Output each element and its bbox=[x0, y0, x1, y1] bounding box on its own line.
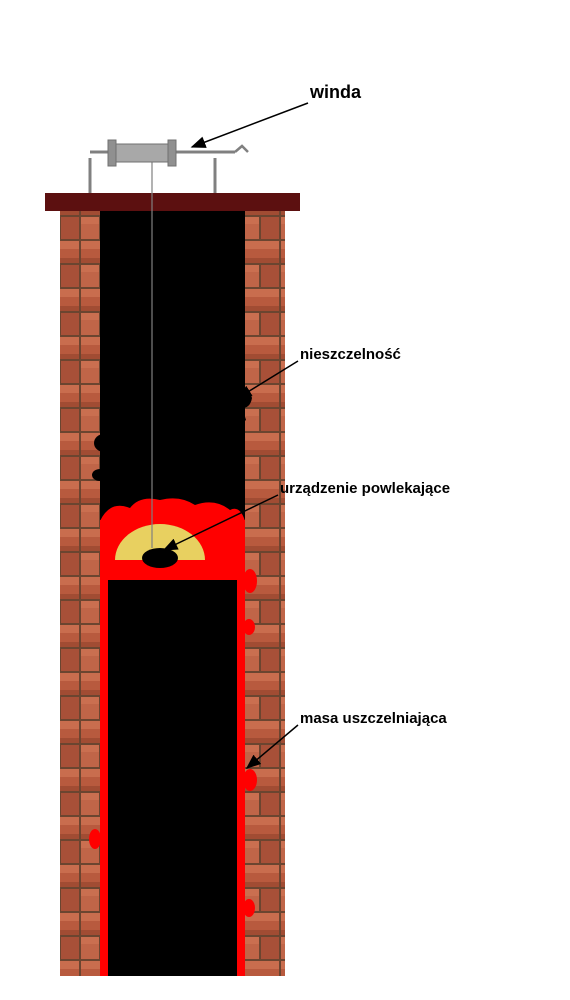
seal-protrusion-3 bbox=[243, 769, 257, 791]
arrow-winch bbox=[192, 103, 308, 147]
brick-right bbox=[245, 211, 285, 976]
seal-protrusion-2 bbox=[243, 619, 255, 635]
label-sealing: masa uszczelniająca bbox=[300, 710, 447, 727]
flue-upper bbox=[100, 211, 245, 521]
flue-sealed-inner bbox=[108, 578, 237, 976]
leak-3 bbox=[94, 434, 114, 452]
seal-protrusion-4 bbox=[89, 829, 101, 849]
winch-device bbox=[90, 140, 248, 193]
chimney-cap bbox=[45, 193, 300, 211]
seal-protrusion-5 bbox=[243, 899, 255, 917]
brick-left bbox=[60, 211, 100, 976]
diagram-svg bbox=[0, 0, 570, 1000]
label-winch: winda bbox=[310, 82, 361, 103]
leak-1 bbox=[223, 279, 245, 295]
label-coating: urządzenie powlekające bbox=[280, 480, 450, 497]
label-leak: nieszczelność bbox=[300, 346, 401, 363]
leak-4 bbox=[92, 469, 108, 481]
seal-protrusion-1 bbox=[243, 569, 257, 593]
